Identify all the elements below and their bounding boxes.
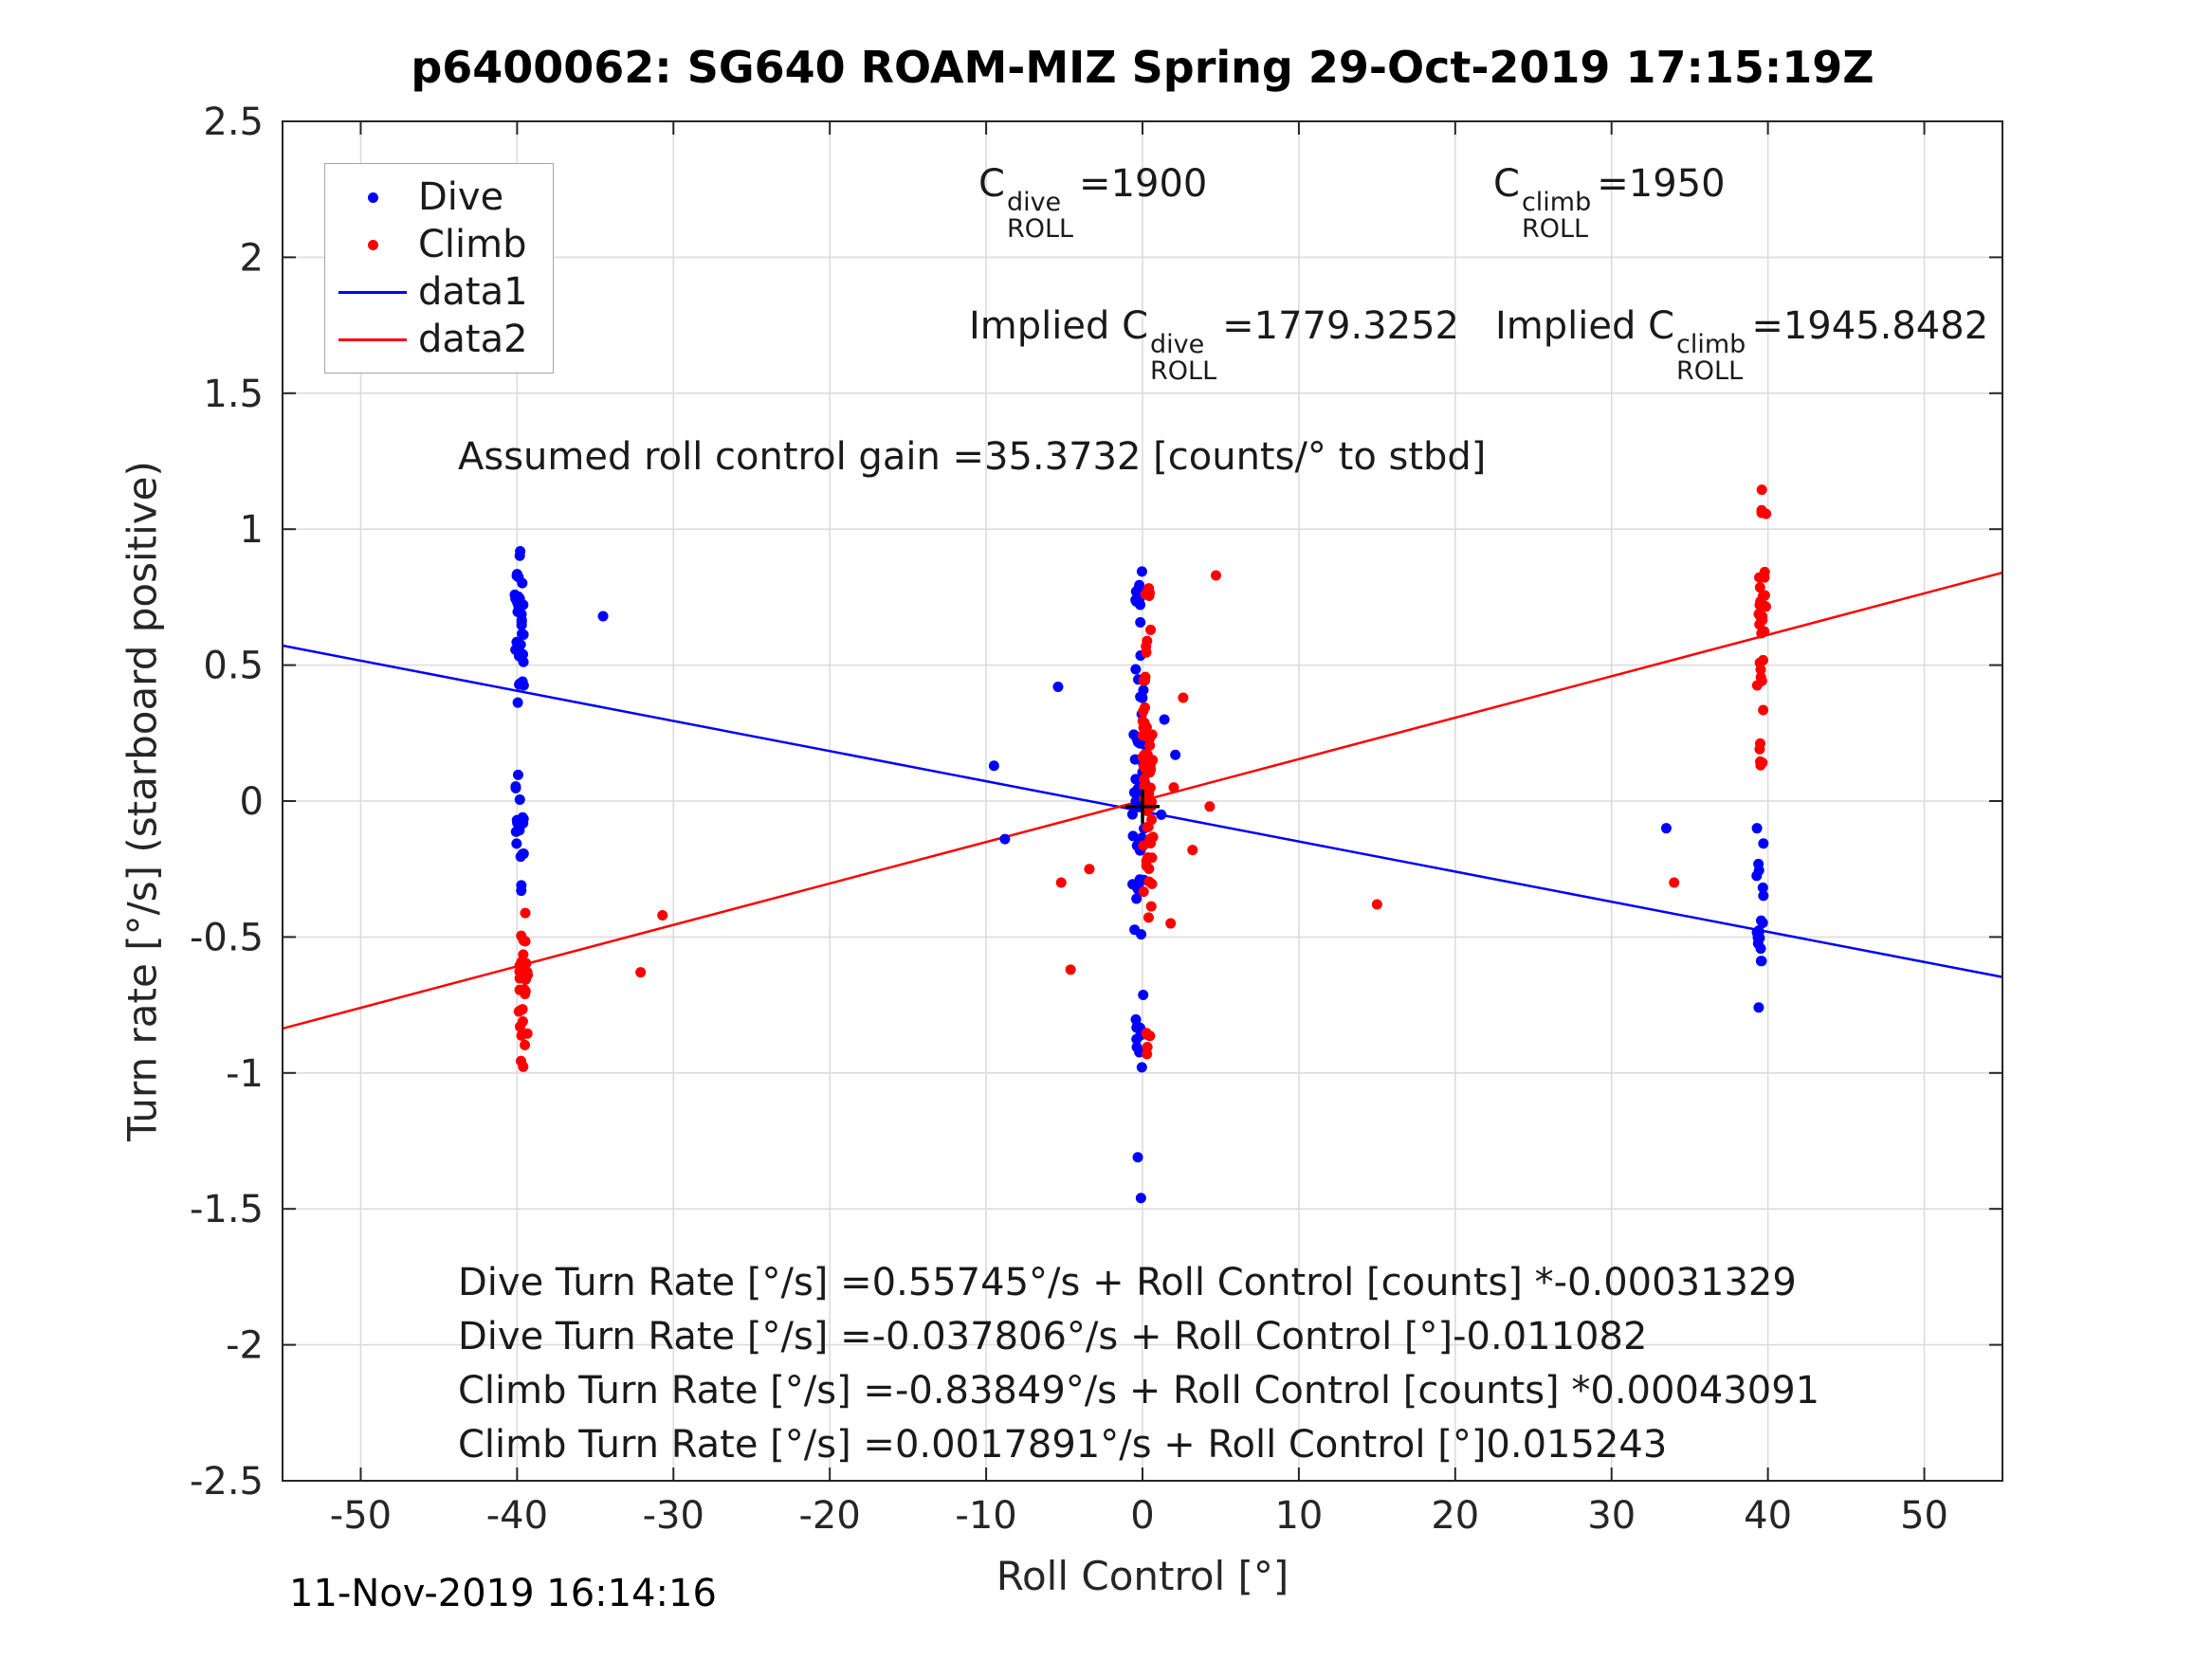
svg-text:0: 0 [240, 780, 264, 824]
c-subscript: ROLL [1150, 356, 1217, 387]
c-subscript: ROLL [1006, 214, 1074, 245]
fit-equations: Dive Turn Rate [°/s] =0.55745°/s + Roll … [458, 1256, 1819, 1472]
svg-text:-20: -20 [799, 1494, 861, 1538]
y-axis-label: Turn rate [°/s] (starboard positive) [119, 461, 166, 1141]
c-superscript: climb [1521, 188, 1592, 217]
svg-text:2: 2 [240, 236, 264, 280]
svg-text:-2: -2 [226, 1324, 264, 1368]
equation-climb-degrees: Climb Turn Rate [°/s] =0.0017891°/s + Ro… [458, 1423, 1668, 1467]
legend-item-dive: Dive [333, 175, 528, 219]
svg-text:0: 0 [1130, 1494, 1154, 1538]
c-base: C [1122, 304, 1149, 348]
c-subscript: ROLL [1521, 214, 1589, 245]
legend-label: data2 [418, 318, 528, 361]
c-supsub: climb ROLL [1676, 330, 1746, 387]
legend-label: data1 [418, 270, 528, 314]
equation-dive-degrees: Dive Turn Rate [°/s] =-0.037806°/s + Rol… [458, 1315, 1648, 1358]
c-base: C [978, 162, 1005, 206]
svg-text:-10: -10 [955, 1494, 1016, 1538]
c-superscript: climb [1676, 330, 1746, 359]
equation-climb-counts: Climb Turn Rate [°/s] =-0.83849°/s + Rol… [458, 1369, 1820, 1413]
legend-line-marker [333, 337, 412, 341]
svg-text:1.5: 1.5 [203, 373, 264, 416]
c-superscript: dive [1006, 188, 1062, 217]
legend-dot-marker [333, 191, 412, 203]
c-base: C [1648, 304, 1675, 348]
chart-title: p6400062: SG640 ROAM-MIZ Spring 29-Oct-2… [411, 42, 1874, 93]
equation-dive-counts: Dive Turn Rate [°/s] =0.55745°/s + Roll … [458, 1261, 1797, 1304]
annotation-roll-gain: Assumed roll control gain =35.3732 [coun… [458, 435, 1487, 479]
svg-text:0.5: 0.5 [203, 645, 264, 688]
c-supsub: dive ROLL [1150, 330, 1217, 387]
legend-label: Climb [418, 223, 527, 266]
legend-item-data1: data1 [333, 270, 528, 314]
svg-text:-30: -30 [643, 1494, 704, 1538]
svg-text:-50: -50 [330, 1494, 392, 1538]
c-superscript: dive [1150, 330, 1205, 359]
svg-text:-40: -40 [486, 1494, 548, 1538]
legend-label: Dive [418, 175, 504, 219]
c-base: C [1493, 162, 1520, 206]
c-value: =1950 [1597, 162, 1726, 206]
svg-text:1: 1 [240, 508, 264, 552]
svg-text:-1.5: -1.5 [190, 1188, 264, 1231]
legend-item-climb: Climb [333, 223, 528, 266]
c-value: =1779.3252 [1222, 304, 1459, 348]
c-supsub: climb ROLL [1521, 188, 1592, 245]
implied-prefix: Implied [969, 304, 1123, 348]
svg-text:40: 40 [1744, 1494, 1792, 1538]
svg-text:10: 10 [1274, 1494, 1323, 1538]
x-axis-label: Roll Control [°] [996, 1553, 1289, 1599]
creation-timestamp: 11-Nov-2019 16:14:16 [289, 1572, 717, 1615]
svg-text:2.5: 2.5 [203, 100, 264, 144]
c-value: =1945.8482 [1751, 304, 1989, 348]
c-subscript: ROLL [1676, 356, 1744, 387]
svg-text:30: 30 [1587, 1494, 1636, 1538]
svg-text:-0.5: -0.5 [190, 916, 264, 959]
legend-line-marker [333, 290, 412, 294]
legend: Dive Climb data1 data2 [324, 163, 554, 374]
svg-text:-2.5: -2.5 [190, 1460, 264, 1504]
svg-text:-1: -1 [226, 1052, 264, 1096]
c-value: =1900 [1079, 162, 1208, 206]
legend-item-data2: data2 [333, 318, 528, 361]
implied-prefix: Implied [1495, 304, 1649, 348]
legend-dot-marker [333, 239, 412, 250]
svg-text:50: 50 [1900, 1494, 1948, 1538]
svg-text:20: 20 [1431, 1494, 1479, 1538]
c-supsub: dive ROLL [1006, 188, 1074, 245]
